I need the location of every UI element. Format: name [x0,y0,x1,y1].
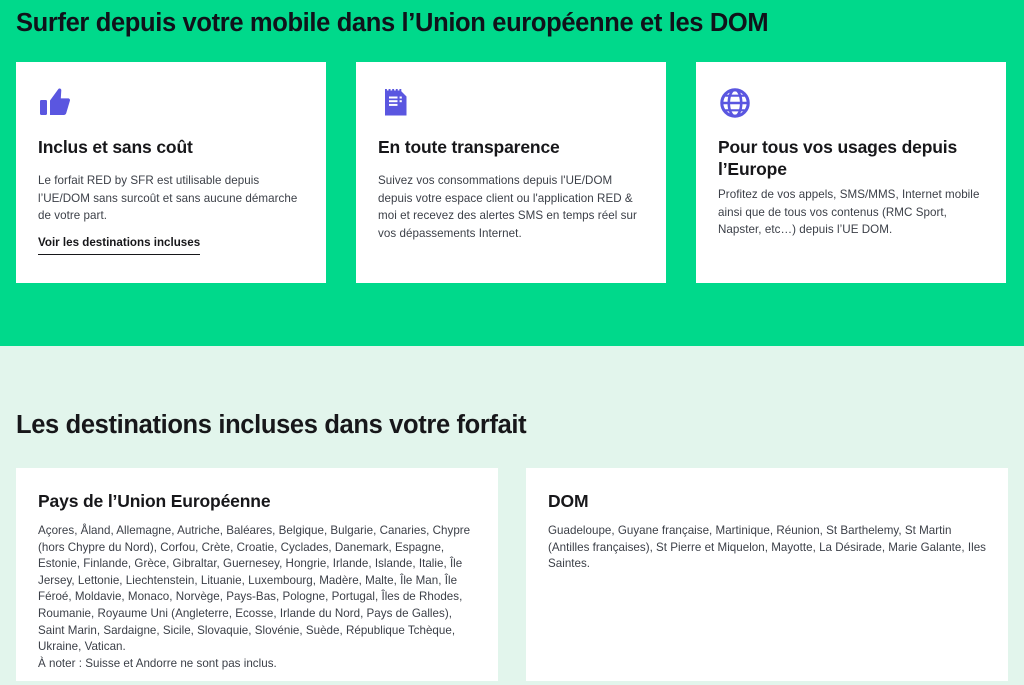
feature-card-usages: Pour tous vos usages depuis l’Europe Pro… [696,62,1006,283]
feature-card-title: Inclus et sans coût [38,137,193,157]
feature-card-inclus: Inclus et sans coût Le forfait RED by SF… [16,62,326,283]
thumbs-up-icon [38,86,304,120]
panel-country-list: Guadeloupe, Guyane française, Martinique… [548,524,986,571]
panel-dom: DOM Guadeloupe, Guyane française, Martin… [526,468,1008,681]
feature-card-title: En toute transparence [378,137,560,157]
panel-note: À noter : Suisse et Andorre ne sont pas … [38,656,277,670]
destinations-title: Les destinations incluses dans votre for… [16,411,527,439]
feature-card-title: Pour tous vos usages depuis l’Europe [718,137,958,179]
panel-title: Pays de l’Union Européenne [38,491,271,511]
destinations-section: Les destinations incluses dans votre for… [0,346,1024,685]
panel-union-europeenne: Pays de l’Union Européenne Açores, Åland… [16,468,498,681]
feature-card-body: Suivez vos consommations depuis l'UE/DOM… [378,174,637,240]
feature-card-body: Profitez de vos appels, SMS/MMS, Interne… [718,188,980,236]
panel-country-list: Açores, Åland, Allemagne, Autriche, Balé… [38,523,476,672]
globe-icon [718,86,984,120]
page-title: Surfer depuis votre mobile dans l’Union … [16,9,769,37]
panel-title: DOM [548,491,589,511]
hero-section: Surfer depuis votre mobile dans l’Union … [0,0,1024,346]
feature-card-body: Le forfait RED by SFR est utilisable dep… [38,174,298,222]
voir-destinations-link[interactable]: Voir les destinations incluses [38,235,201,255]
destinations-panel-list: Pays de l’Union Européenne Açores, Åland… [16,468,1008,681]
receipt-icon [378,86,644,120]
feature-card-list: Inclus et sans coût Le forfait RED by SF… [16,62,1008,283]
panel-country-list-text: Açores, Åland, Allemagne, Autriche, Balé… [38,524,471,654]
feature-card-transparence: En toute transparence Suivez vos consomm… [356,62,666,283]
